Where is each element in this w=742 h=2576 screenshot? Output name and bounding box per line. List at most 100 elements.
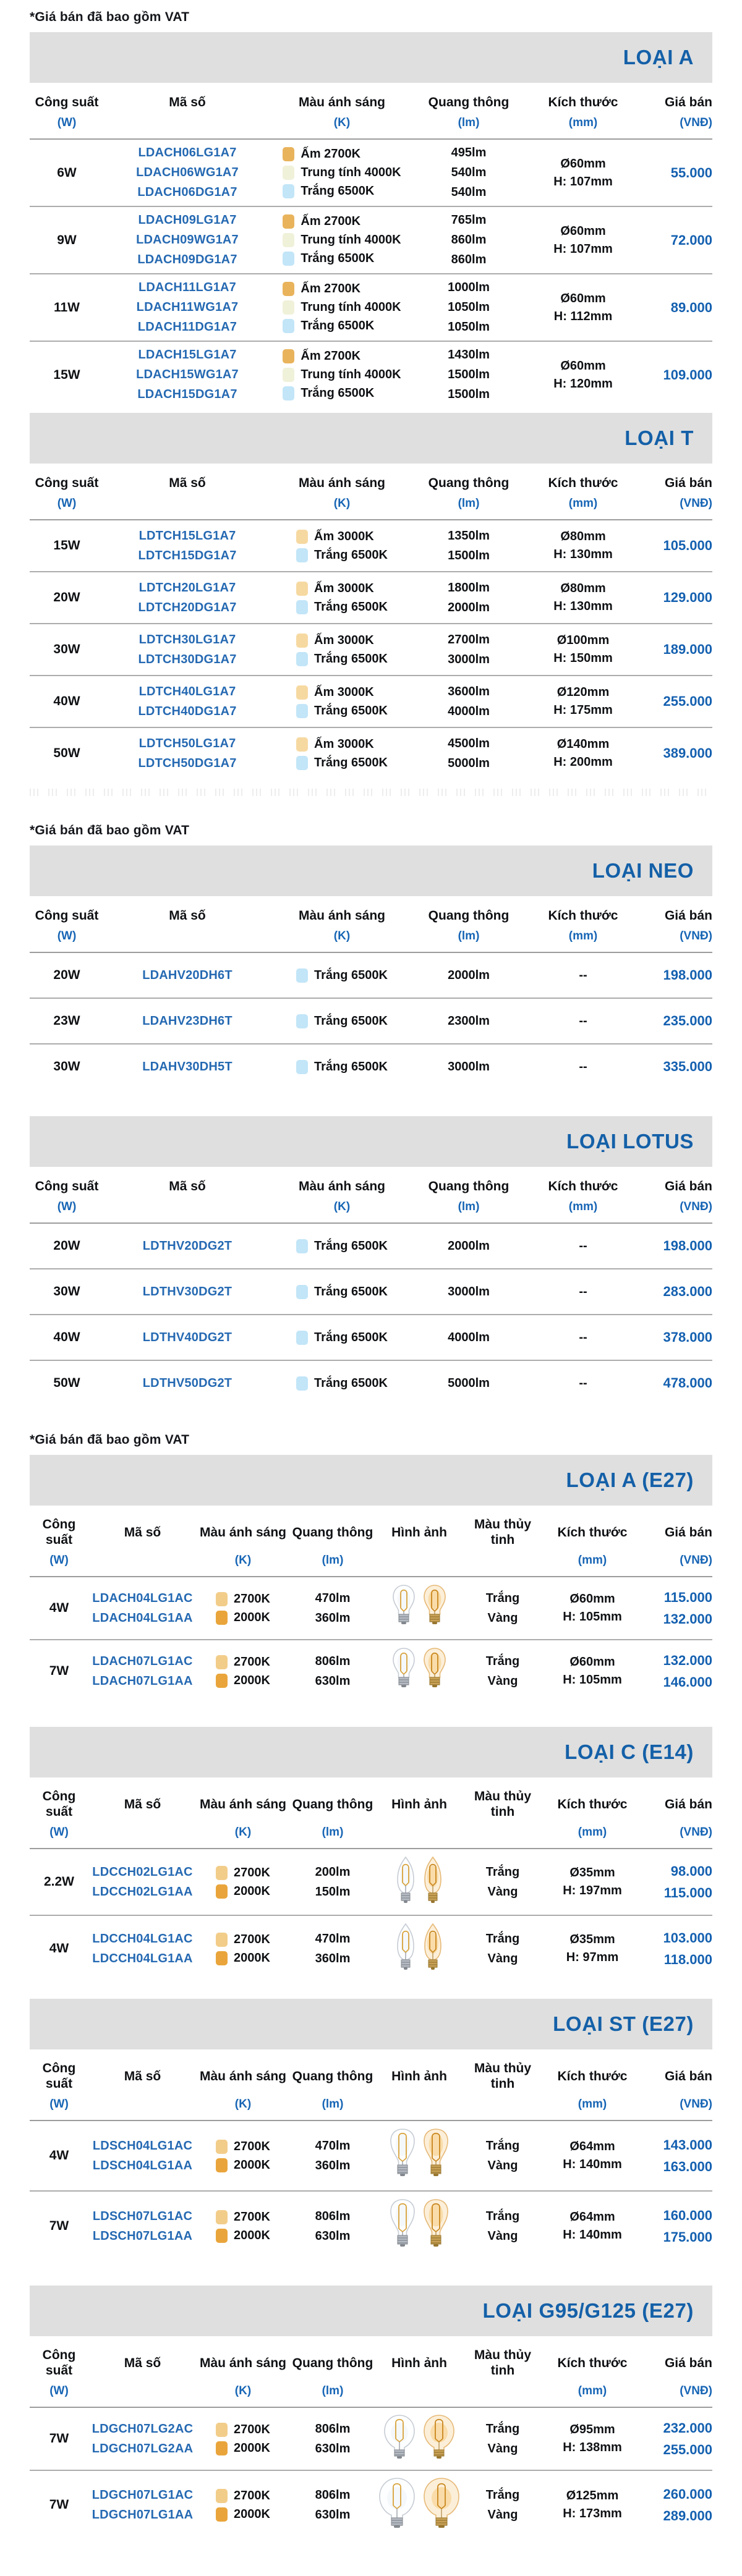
glass-color-label: Vàng	[487, 1951, 518, 1965]
lumen-value: 1500lm	[448, 368, 490, 381]
product-code-link[interactable]: LDAHV20DH6T	[142, 968, 232, 982]
power-value: 7W	[49, 2431, 69, 2446]
product-code-link[interactable]: LDACH11LG1A7	[139, 281, 236, 294]
product-code-link[interactable]: LDGCH07LG2AA	[92, 2441, 194, 2455]
product-code-link[interactable]: LDAHV30DH5T	[142, 1059, 232, 1074]
lumen-value: 5000lm	[448, 1376, 490, 1390]
bulb-image-pair	[395, 1922, 443, 1975]
price-cell: 335.000	[642, 1053, 712, 1081]
product-code-link[interactable]: LDTCH50LG1A7	[139, 736, 236, 750]
product-code-link[interactable]: LDACH11WG1A7	[136, 300, 239, 314]
product-code-link[interactable]: LDACH15DG1A7	[137, 388, 237, 401]
size-cell: --	[524, 1054, 642, 1080]
lumen-value: 1500lm	[448, 388, 490, 401]
column-unit: (lm)	[322, 1826, 344, 1839]
glass-color-cell: Trắng Vàng	[463, 1926, 543, 1972]
column-label: Công suất	[42, 1789, 76, 1819]
product-code-link[interactable]: LDTCH30DG1A7	[138, 652, 237, 666]
product-code-link[interactable]: LDTCH15DG1A7	[138, 548, 237, 562]
product-code-link[interactable]: LDACH11DG1A7	[137, 320, 237, 334]
product-code-link[interactable]: LDTCH15LG1A7	[139, 528, 236, 543]
color-temp-label: Ấm 3000K	[314, 737, 374, 751]
size-value: --	[579, 1239, 587, 1253]
code-cell: LDTCH20LG1A7 LDTCH20DG1A7	[104, 575, 271, 621]
product-code-link[interactable]: LDTCH30LG1A7	[139, 632, 236, 646]
product-code-link[interactable]: LDACH07LG1AC	[92, 1654, 193, 1668]
color-temp-label: 2700K	[234, 1865, 270, 1879]
product-code-link[interactable]: LDTCH40LG1A7	[139, 684, 236, 698]
glass-color-label: Vàng	[487, 1674, 518, 1688]
size-value: H: 197mm	[563, 1884, 622, 1897]
color-temp-label: Ấm 3000K	[314, 581, 374, 595]
product-code-link[interactable]: LDSCH07LG1AC	[92, 2209, 193, 2223]
product-code-link[interactable]: LDAHV23DH6T	[142, 1014, 232, 1028]
lumen-cell: 806lm 630lm	[289, 2203, 376, 2250]
product-code-link[interactable]: LDACH15WG1A7	[136, 368, 239, 381]
size-value: H: 140mm	[563, 2228, 622, 2242]
section-title: LOẠI ST (E27)	[553, 2012, 694, 2035]
product-code-link[interactable]: LDACH09WG1A7	[136, 233, 239, 247]
lumen-cell: 495lm 540lm 540lm	[413, 140, 524, 206]
product-code-link[interactable]: LDACH09LG1A7	[138, 213, 237, 227]
size-value: Ø35mm	[569, 1933, 615, 1946]
column-header-code: Mã số	[104, 1177, 271, 1214]
product-code-link[interactable]: LDGCH07LG1AA	[92, 2507, 194, 2522]
product-code-link[interactable]: LDSCH04LG1AA	[92, 2158, 193, 2172]
light-color-cell: 2700K 2000K	[197, 2204, 289, 2249]
image-cell	[376, 1849, 463, 1915]
section-loai-st-e27: LOẠI ST (E27) Công suất (W) Mã số Màu ánh sá…	[30, 1999, 712, 2261]
product-code-link[interactable]: LDCCH02LG1AA	[92, 1884, 193, 1899]
column-header-price: Giá bán (VNĐ)	[642, 1515, 712, 1567]
light-color-cell: 2700K 2000K	[197, 2133, 289, 2179]
column-label: Kích thước	[548, 1179, 618, 1193]
price-value: 132.000	[663, 1611, 712, 1627]
column-label: Giá bán	[664, 1179, 712, 1193]
table-header: Công suất (W) Mã số Màu ánh sáng (K) Quang th…	[30, 1506, 712, 1577]
lumen-cell: 470lm 360lm	[289, 1926, 376, 1972]
product-code-link[interactable]: LDACH04LG1AA	[92, 1611, 193, 1625]
section-header-bar: LOẠI ST (E27)	[30, 1999, 712, 2049]
lumen-cell: 765lm 860lm 860lm	[413, 207, 524, 273]
size-value: Ø60mm	[560, 291, 606, 305]
product-code-link[interactable]: LDCCH04LG1AC	[92, 1931, 193, 1946]
product-code-link[interactable]: LDCCH04LG1AA	[92, 1951, 193, 1965]
product-code-link[interactable]: LDGCH07LG2AC	[92, 2421, 194, 2436]
product-code-link[interactable]: LDSCH04LG1AC	[92, 2138, 193, 2153]
product-code-link[interactable]: LDACH06LG1A7	[138, 146, 237, 159]
size-cell: Ø60mm H: 105mm	[543, 1649, 642, 1693]
product-code-link[interactable]: LDTCH20LG1A7	[139, 580, 236, 595]
column-label: Giá bán	[664, 95, 712, 109]
product-code-link[interactable]: LDACH09DG1A7	[137, 253, 237, 266]
lumen-cell: 806lm 630lm	[289, 2416, 376, 2462]
color-swatch	[283, 282, 295, 296]
lumen-value: 860lm	[451, 233, 487, 247]
color-swatch	[296, 1014, 309, 1028]
product-code-link[interactable]: LDACH15LG1A7	[138, 348, 237, 362]
power-cell: 7W	[30, 2425, 88, 2452]
column-header-lumen: Quang thông (lm)	[413, 93, 524, 130]
code-cell: LDSCH07LG1AC LDSCH07LG1AA	[88, 2203, 197, 2250]
product-code-link[interactable]: LDTCH40DG1A7	[138, 704, 237, 718]
product-code-link[interactable]: LDSCH07LG1AA	[92, 2229, 193, 2243]
product-code-link[interactable]: LDTHV30DG2T	[142, 1284, 232, 1299]
product-code-link[interactable]: LDACH07LG1AA	[92, 1674, 193, 1688]
product-code-link[interactable]: LDTHV20DG2T	[142, 1239, 232, 1253]
table-row: 2.2W LDCCH02LG1AC LDCCH02LG1AA 2700K 2000K 20…	[30, 1849, 712, 1915]
bulb-image-clear	[395, 1922, 416, 1975]
product-code-link[interactable]: LDACH06WG1A7	[136, 166, 239, 179]
column-header-price: Giá bán (VNĐ)	[642, 906, 712, 943]
lumen-value: 1050lm	[448, 320, 490, 334]
code-cell: LDACH04LG1AC LDACH04LG1AA	[88, 1585, 197, 1632]
product-code-link[interactable]: LDTHV40DG2T	[142, 1330, 232, 1344]
color-swatch	[296, 1376, 309, 1391]
product-code-link[interactable]: LDTCH50DG1A7	[138, 756, 237, 770]
product-code-link[interactable]: LDCCH02LG1AC	[92, 1865, 193, 1879]
price-value: 255.000	[663, 2441, 712, 2457]
product-code-link[interactable]: LDTCH20DG1A7	[138, 600, 237, 614]
glass-color-label: Trắng	[485, 1931, 520, 1946]
product-code-link[interactable]: LDTHV50DG2T	[142, 1376, 232, 1390]
size-cell: --	[524, 1008, 642, 1035]
product-code-link[interactable]: LDACH06DG1A7	[137, 185, 237, 199]
product-code-link[interactable]: LDACH04LG1AC	[92, 1591, 193, 1605]
product-code-link[interactable]: LDGCH07LG1AC	[92, 2488, 194, 2502]
